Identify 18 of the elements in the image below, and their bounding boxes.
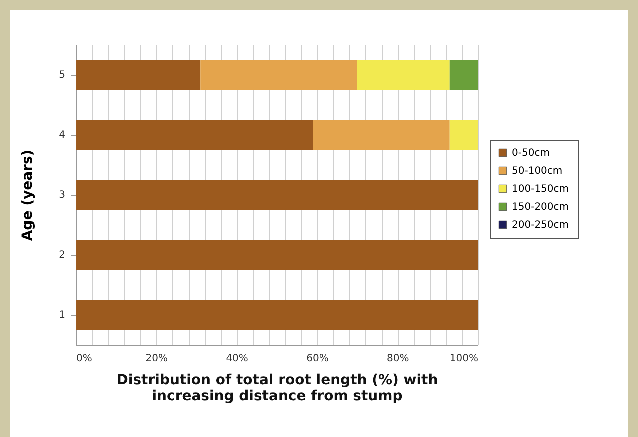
y-tick-label: 4 xyxy=(59,130,66,141)
y-tick-label: 3 xyxy=(59,190,66,201)
x-tick-label: 80% xyxy=(386,354,410,364)
x-tick-label: 20% xyxy=(146,354,168,364)
x-tick-label: 100% xyxy=(450,354,478,364)
y-tick-label: 5 xyxy=(59,70,66,81)
x-tick-label: 40% xyxy=(226,354,248,364)
x-tick-label: 60% xyxy=(306,354,329,364)
legend-label: 200-250cm xyxy=(512,220,570,231)
legend-label: 100-150cm xyxy=(512,184,570,195)
legend-label: 0-50cm xyxy=(512,148,550,159)
legend-label: 50-100cm xyxy=(512,166,563,177)
y-tick-label: 2 xyxy=(59,250,66,261)
y-tick-label: 1 xyxy=(59,310,66,321)
y-axis-title: Age (years) xyxy=(20,150,36,242)
legend-label: 150-200cm xyxy=(512,202,570,213)
x-axis-title: Distribution of total root length (%) with increasing distance from stump xyxy=(116,372,438,404)
x-tick-label: 0% xyxy=(76,354,92,364)
